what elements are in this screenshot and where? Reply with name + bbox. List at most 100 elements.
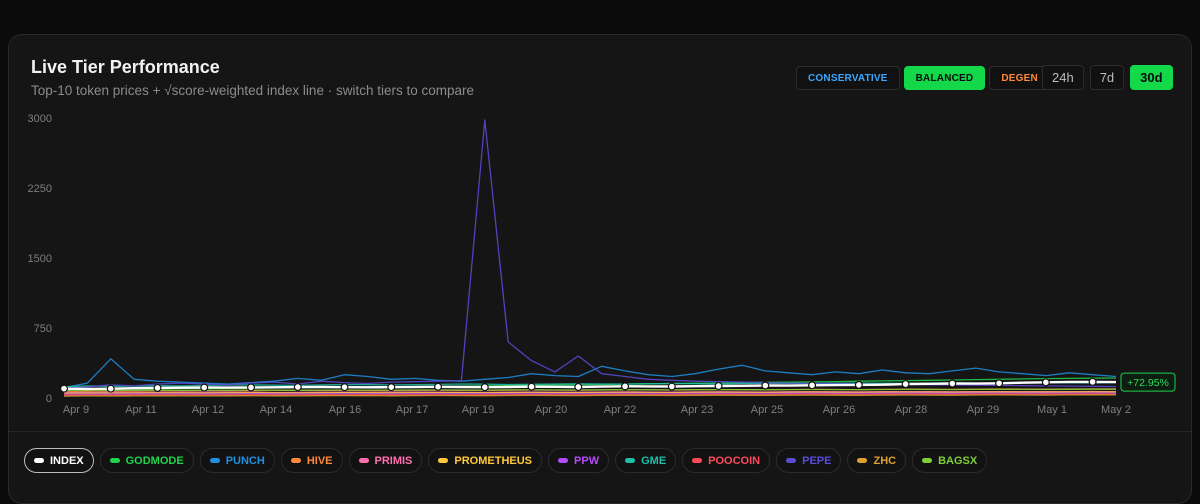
x-tick-label: Apr 19 [462,404,494,416]
index-point [574,382,583,391]
legend-swatch [922,458,933,463]
index-point [153,383,162,392]
index-point [59,384,68,393]
x-tick-label: Apr 14 [260,404,292,416]
legend-swatch [786,458,797,463]
x-tick-label: Apr 16 [329,404,361,416]
index-point [106,384,115,393]
legend-swatch [109,458,120,463]
x-tick-label: Apr 9 [63,404,89,416]
index-point [621,382,630,391]
tier-switcher: CONSERVATIVE BALANCED DEGEN [796,66,1050,90]
legend-chip-punch[interactable]: PUNCH [199,448,275,473]
series-line-poocoin [63,393,1117,396]
legend-label: PROMETHEUS [454,454,533,467]
tier-degen-button[interactable]: DEGEN [989,66,1050,90]
index-point [808,381,817,390]
x-tick-label: May 1 [1037,404,1067,416]
index-point [480,383,489,392]
legend-label: ZHC [873,454,897,467]
index-point [1041,378,1050,387]
range-7d-button[interactable]: 7d [1089,65,1125,90]
legend-label: INDEX [50,454,84,467]
legend-chip-gme[interactable]: GME [615,448,677,473]
series-line-punch [63,358,1117,389]
series-line-bagsx [63,388,1117,392]
legend-divider [9,431,1191,432]
legend-chip-poocoin[interactable]: POOCOIN [682,448,771,473]
series-line-pepe [63,119,1117,390]
index-point [527,382,536,391]
index-change-label: +72.95% [1127,377,1169,389]
legend-chip-prometheus[interactable]: PROMETHEUS [428,448,543,473]
series-line-prometheus [63,391,1117,394]
legend-label: PUNCH [225,454,265,467]
legend-swatch [290,458,301,463]
legend-label: PPW [574,454,600,467]
range-24h-button[interactable]: 24h [1042,65,1084,90]
legend-swatch [209,458,220,463]
index-point [667,382,676,391]
line-chart: 0 750 1500 2250 3000 Apr 9 Apr 11 Apr 12 Apr 14 A… [28,113,1176,416]
index-point [948,379,957,388]
legend-swatch [857,458,868,463]
legend-swatch [34,458,44,463]
legend-swatch [358,458,369,463]
x-tick-label: Apr 17 [396,404,428,416]
legend-chip-hive[interactable]: HIVE [280,448,343,473]
y-tick-label: 0 [46,393,52,405]
chart-card [8,34,1192,504]
x-tick-label: Apr 22 [604,404,636,416]
x-tick-label: Apr 23 [681,404,713,416]
index-point [200,383,209,392]
x-tick-label: Apr 11 [125,404,157,416]
legend-chip-zhc[interactable]: ZHC [847,448,907,473]
x-tick-label: Apr 20 [535,404,567,416]
legend-chip-pepe[interactable]: PEPE [776,448,842,473]
x-tick-label: Apr 28 [895,404,927,416]
legend-swatch [625,458,636,463]
y-tick-label: 750 [34,323,52,335]
tier-conservative-button[interactable]: CONSERVATIVE [796,66,900,90]
index-point [247,383,256,392]
legend-swatch [558,458,569,463]
legend-label: GODMODE [125,454,184,467]
index-point [901,380,910,389]
page-title: Live Tier Performance [31,57,220,77]
legend-label: GME [641,454,667,467]
y-tick-label: 2250 [28,183,52,195]
legend-swatch [438,458,449,463]
index-point [995,379,1004,388]
legend-label: PRIMIS [374,454,413,467]
index-point [1088,377,1097,386]
legend-chip-ppw[interactable]: PPW [548,448,610,473]
x-tick-label: Apr 29 [967,404,999,416]
index-point [293,383,302,392]
legend-swatch [692,458,703,463]
legend-chip-bagsx[interactable]: BAGSX [912,448,988,473]
index-point [340,383,349,392]
legend-chip-index[interactable]: INDEX [24,448,94,473]
index-point [761,381,770,390]
y-tick-label: 1500 [28,253,52,265]
legend-chip-primis[interactable]: PRIMIS [348,448,423,473]
legend-chip-godmode[interactable]: GODMODE [99,448,194,473]
page-subtitle: Top-10 token prices + √score-weighted in… [31,83,474,98]
series-legend: INDEX GODMODE PUNCH HIVE PRIMIS PROMETHEUS PPW… [24,448,988,473]
legend-label: POOCOIN [708,454,761,467]
time-range-switcher: 24h 7d 30d [1042,65,1173,90]
x-tick-label: Apr 12 [192,404,224,416]
legend-label: BAGSX [938,454,978,467]
tier-balanced-button[interactable]: BALANCED [903,66,986,90]
index-point [434,382,443,391]
index-change-badge [1120,372,1176,392]
series-line-index [63,380,1117,391]
legend-label: HIVE [306,454,333,467]
range-30d-button[interactable]: 30d [1130,65,1173,90]
x-tick-label: Apr 25 [751,404,783,416]
x-tick-label: Apr 26 [823,404,855,416]
index-point [714,381,723,390]
x-tick-label: May 2 [1101,404,1131,416]
legend-label: PEPE [802,454,832,467]
series-line-zhc [63,394,1117,397]
